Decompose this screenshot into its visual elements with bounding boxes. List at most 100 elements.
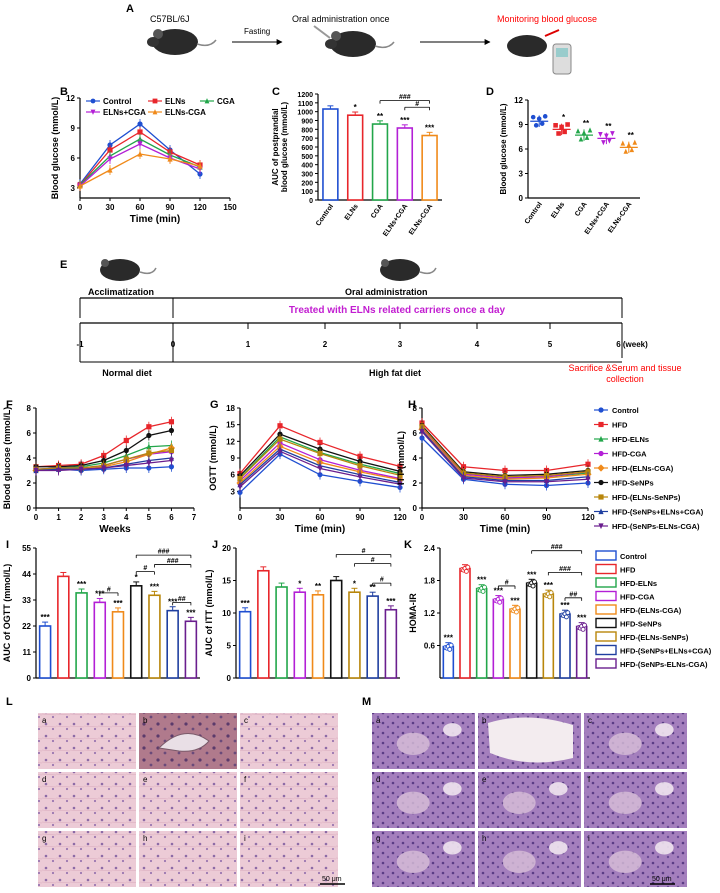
y-tick-label: 15 — [222, 577, 231, 586]
significance-label: *** — [510, 596, 520, 605]
significance-label: *** — [425, 123, 435, 132]
bar-HFD-(ELNs-SeNPs) — [542, 593, 555, 679]
data-point — [317, 450, 323, 457]
x-tick-label: 90 — [166, 203, 175, 212]
y-tick-label: 0.6 — [424, 642, 436, 651]
x-tick-label: 90 — [542, 513, 551, 522]
y-tick-label: 0 — [27, 674, 32, 683]
legend-swatch — [595, 577, 617, 588]
legend-marker — [598, 450, 604, 457]
y-tick-label: 1.2 — [424, 609, 436, 618]
legend-marker — [152, 98, 158, 104]
significance-label: *** — [577, 614, 587, 623]
bar-ELNs — [346, 114, 364, 201]
data-point — [146, 443, 152, 450]
legend-label: HFD-(SeNPs-ELNs-CGA) — [620, 660, 708, 669]
x-tick-label: 1 — [56, 513, 61, 522]
y-tick-label: 400 — [301, 163, 313, 170]
image-letter: f — [244, 775, 247, 784]
mouse-strain: C57BL/6J — [150, 14, 190, 24]
significance-label: ** — [628, 131, 635, 140]
y-tick-label: 22 — [22, 622, 31, 631]
replicate-point — [498, 595, 504, 601]
timeline-tick-label: 3 — [398, 340, 403, 349]
legend-label: ELNs+CGA — [103, 108, 146, 117]
data-point — [123, 462, 129, 469]
legend-label: HFD-(ELNs-SeNPs) — [620, 633, 689, 642]
y-axis-label: OGTT (mmol/L) — [208, 425, 218, 491]
x-tick-label: ELNs+CGA — [382, 203, 409, 238]
significance-label: *** — [95, 589, 105, 598]
y-tick-label: 20 — [222, 544, 231, 553]
bar-ELNs-CGA — [421, 134, 438, 201]
timeline-tick-label: 4 — [475, 340, 480, 349]
replicate-point — [580, 626, 586, 632]
x-tick-label: 90 — [356, 513, 365, 522]
y-tick-label: 5 — [227, 642, 232, 651]
data-point — [502, 479, 508, 485]
significance-label: *** — [544, 581, 554, 590]
y-tick-label: 2 — [413, 479, 418, 488]
significance-label: *** — [444, 634, 454, 643]
timeline-tick-label: 0 — [171, 340, 176, 349]
normal-diet: Normal diet — [102, 368, 152, 378]
legend-marker — [598, 508, 604, 515]
data-point — [168, 447, 175, 454]
legend-IK: Control HFD HFD-ELNs HFD-CGA HFD-(ELNs-CGA) H… — [595, 550, 712, 669]
bar-Control — [38, 625, 52, 679]
data-point — [530, 114, 536, 120]
x-tick-label: 150 — [223, 203, 237, 212]
data-point — [137, 141, 143, 148]
y-tick-label: 9 — [519, 121, 524, 130]
chart-C: 0100200300400500600700800900100011001200… — [271, 92, 442, 238]
significance-label: * — [353, 579, 357, 588]
y-tick-label: 200 — [301, 180, 313, 187]
panel-label-J: J — [212, 539, 218, 551]
data-point — [533, 123, 539, 128]
data-point — [146, 432, 152, 439]
legend-marker — [204, 98, 210, 104]
bracket-label: ### — [559, 566, 571, 573]
bracket-label: ## — [178, 596, 186, 603]
legend-marker — [90, 98, 96, 104]
histology-pancreas: a b c d e f g h i — [372, 713, 687, 887]
bar-HFD-CGA — [93, 601, 107, 679]
data-point — [146, 460, 152, 467]
legend-marker — [598, 494, 604, 500]
data-point — [460, 475, 467, 482]
significance-label: *** — [150, 582, 160, 591]
mouse-icon-oral — [313, 25, 395, 57]
legend-swatch — [595, 658, 617, 669]
y-tick-label: 500 — [301, 154, 313, 161]
bar-HFD-(ELNs-CGA) — [111, 611, 125, 679]
bar-HFD-(SeNPs+ELNs+CGA) — [166, 609, 179, 679]
y-axis-label: ITT (mmol/L) — [396, 431, 406, 485]
chart-B: 3 6 9 12 Blood glucose (mmol/L) 0 30 60 90 120 150… — [50, 94, 237, 225]
significance-label: *** — [186, 608, 196, 617]
panel-label-E: E — [60, 259, 67, 271]
x-tick-label: 30 — [106, 203, 115, 212]
panel-label-L: L — [6, 696, 13, 708]
y-tick-label: 3 — [231, 487, 236, 496]
image-letter: c — [588, 716, 592, 725]
legend-marker — [598, 479, 604, 486]
legend-marker — [598, 523, 604, 530]
data-point — [277, 436, 283, 442]
mouse-icon-acclim — [100, 259, 157, 281]
y-tick-label: 6 — [413, 429, 418, 438]
data-point — [587, 127, 593, 133]
bracket-label: # — [505, 579, 509, 586]
replicate-point — [582, 622, 587, 628]
scale-bar-M: 50 μm — [652, 876, 672, 883]
legend-swatch — [595, 617, 617, 629]
replicate-point — [530, 583, 536, 589]
significance-label: * — [354, 103, 358, 112]
legend-marker — [598, 435, 604, 442]
data-point — [575, 128, 581, 134]
x-tick-label: 60 — [501, 513, 510, 522]
replicate-point — [532, 579, 537, 585]
bracket-label: # — [143, 565, 147, 572]
data-point — [168, 427, 175, 434]
legend-marker — [90, 109, 96, 115]
